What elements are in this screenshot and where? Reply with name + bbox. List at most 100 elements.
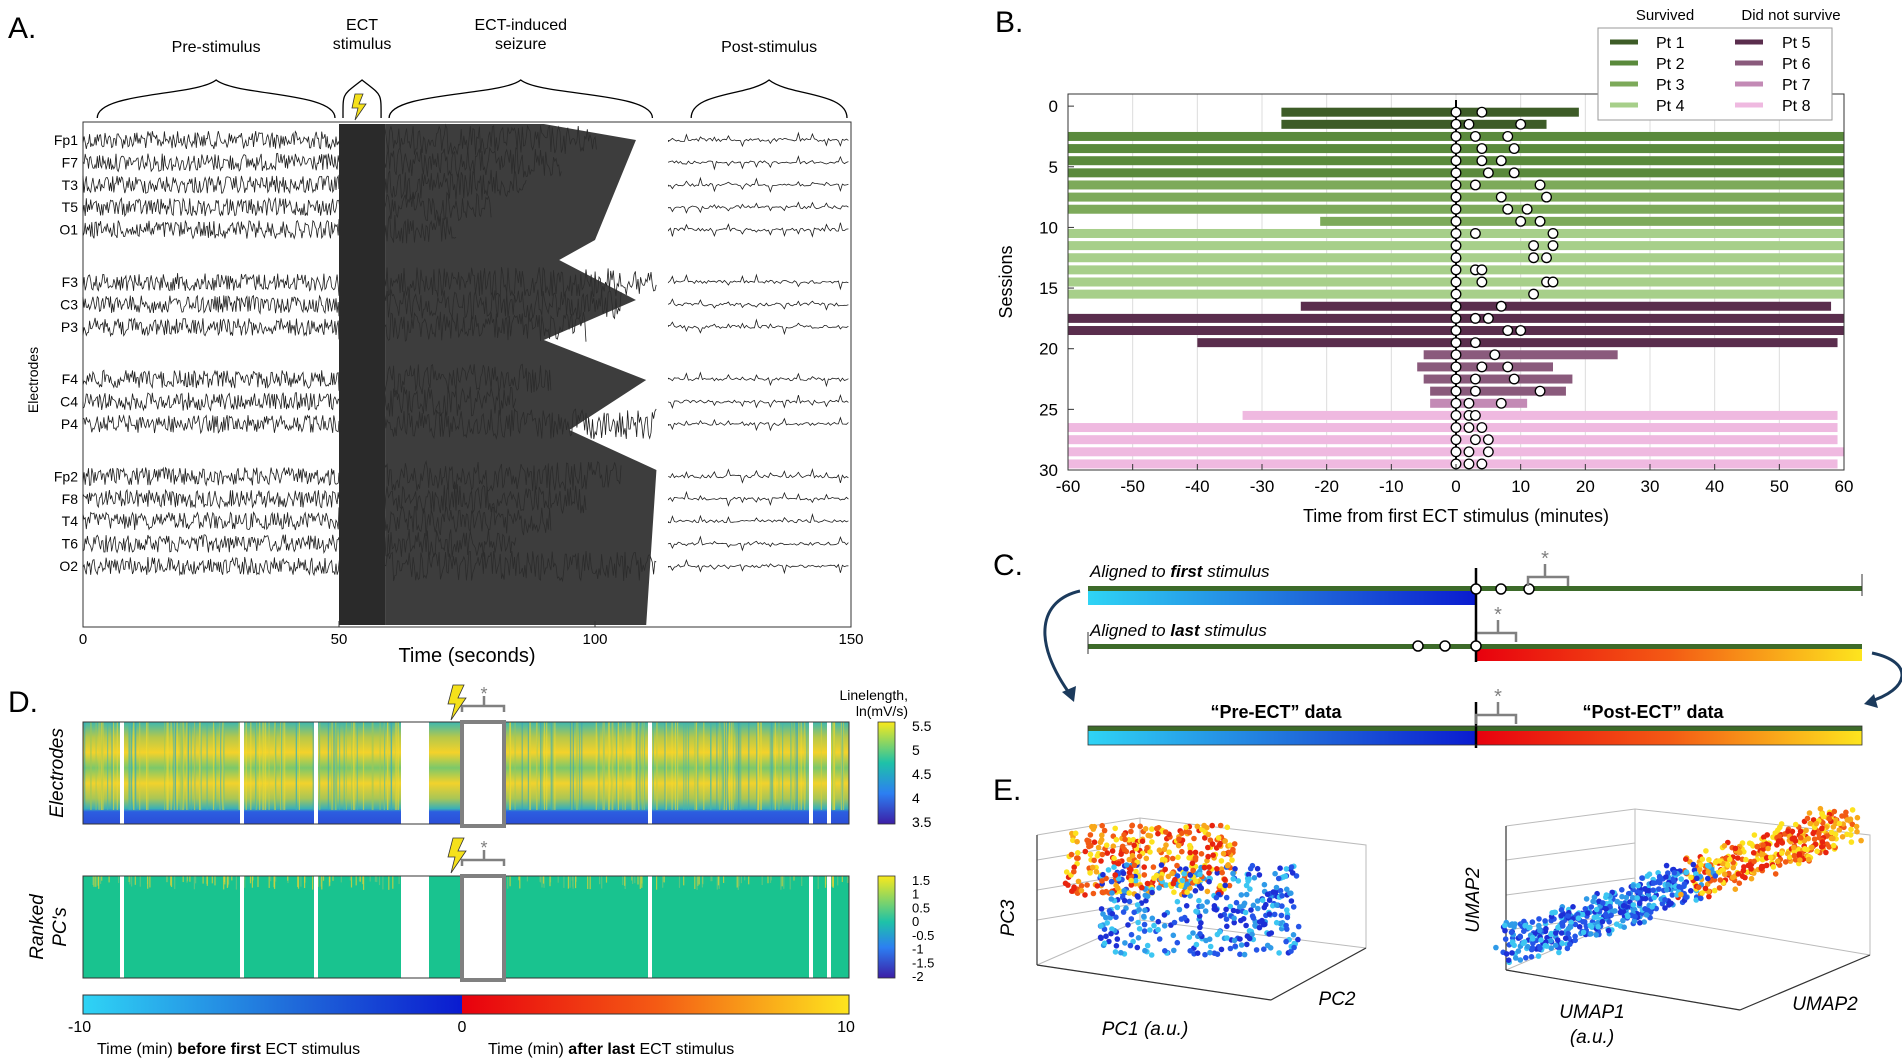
pca-point-389 (1133, 868, 1139, 875)
session-marker-14-0 (1450, 276, 1462, 288)
pca-point-433 (1063, 869, 1070, 875)
period-brace-2 (388, 79, 654, 119)
umap-point-332 (1656, 886, 1662, 892)
electrode-streak-202 (84, 722, 86, 810)
session-marker-29-1 (1463, 458, 1475, 470)
eeg-axes-box (82, 121, 852, 628)
pc-streak-132 (846, 876, 849, 884)
session-marker-26-2 (1476, 422, 1488, 433)
pca-point-402 (1255, 905, 1261, 912)
colorbar-pc (877, 875, 896, 979)
pc-streak-120 (711, 876, 713, 882)
pc-streak-166 (231, 876, 233, 881)
pc-streak-177 (329, 876, 331, 886)
umap-point-107 (1824, 841, 1830, 847)
pca-point-536 (1162, 866, 1168, 873)
umap-point-274 (1848, 839, 1855, 845)
first-row-post-line (1476, 586, 1862, 591)
umap-point-751 (1637, 920, 1643, 926)
electrode-heatmap-gaps (120, 722, 831, 824)
electrode-streak-5 (732, 722, 734, 810)
pca-point-37 (1235, 908, 1241, 914)
pca-point-516 (1154, 825, 1160, 832)
umap-point-730 (1529, 936, 1536, 942)
electrode-streak-54 (220, 722, 222, 810)
umap-point-469 (1582, 906, 1589, 912)
pca-point-236 (1192, 888, 1199, 894)
pc-streak-76 (656, 876, 658, 890)
pc-streak-0 (388, 876, 390, 890)
pca-point-212 (1179, 848, 1185, 855)
panel-e-letter: E. (993, 774, 1021, 807)
electrode-streak-22 (332, 722, 334, 810)
umap-point-697 (1524, 943, 1531, 950)
umap-point-726 (1593, 906, 1600, 913)
eeg-post-trace-t5 (667, 201, 849, 214)
pc-streak-87 (738, 876, 740, 887)
pc-streak-135 (147, 876, 149, 889)
panel-a: A. Pre-stimulus ECT stimulus ECT-induced sei… (8, 12, 864, 667)
pca-point-494 (1125, 922, 1131, 928)
umap-point-750 (1575, 915, 1582, 921)
pc-streak-14 (195, 876, 197, 884)
umap-point-692 (1512, 921, 1518, 927)
pca-point-306 (1284, 914, 1291, 921)
pre-ect-green-strip (1088, 726, 1476, 731)
electrode-streak-42 (772, 722, 774, 810)
pca-point-637 (1230, 876, 1236, 882)
umap-point-754 (1630, 902, 1637, 908)
umap-point-742 (1662, 905, 1668, 911)
legend-label-pt7: Pt 7 (1782, 77, 1811, 94)
session-marker-3-0 (1450, 143, 1462, 155)
pca-point-614 (1201, 864, 1208, 871)
pca-point-225 (1098, 906, 1105, 912)
electrode-streak-197 (807, 722, 809, 810)
pca-point-683 (1120, 870, 1127, 877)
pc-streak-152 (382, 876, 384, 890)
pca-point-16 (1244, 941, 1250, 948)
eeg-post-trace-t6 (667, 535, 849, 552)
electrode-streak-168 (353, 722, 355, 810)
session-marker-5-2 (1508, 167, 1520, 179)
pc-streak-99 (557, 876, 559, 883)
sessions-xtick--40: -40 (1185, 477, 1210, 496)
pc-streak-124 (824, 876, 827, 888)
umap-point-337 (1572, 921, 1579, 928)
pca-point-645 (1170, 880, 1177, 887)
pca-point-422 (1178, 883, 1184, 889)
cbar1-tick-3: 4 (912, 790, 920, 806)
session-marker-2-0 (1450, 131, 1462, 142)
electrode-streak-209 (633, 722, 635, 810)
electrode-streak-17 (173, 722, 175, 810)
electrode-label-t4: T4 (62, 513, 79, 529)
umap-point-439 (1849, 807, 1856, 813)
umap-point-380 (1730, 864, 1736, 871)
electrode-streak-255 (274, 722, 276, 810)
eeg-post-trace-f4 (667, 371, 849, 388)
sessions-xtick-40: 40 (1705, 477, 1724, 496)
post-ect-green-strip (1476, 726, 1862, 731)
umap-point-426 (1639, 875, 1645, 881)
umap-point-770 (1634, 895, 1640, 901)
electrode-streak-220 (697, 722, 699, 810)
pre-ect-gradient (1088, 731, 1476, 745)
pca-point-674 (1093, 869, 1100, 875)
pca-point-478 (1112, 949, 1119, 955)
electrode-streak-126 (111, 722, 113, 810)
electrode-streak-129 (729, 722, 731, 810)
pca-point-438 (1206, 878, 1212, 885)
last-row-post-gradient (1476, 649, 1862, 661)
period-labels: Pre-stimulus ECT stimulus ECT-induced seizur… (172, 17, 817, 56)
pc-streak-159 (226, 876, 228, 888)
session-marker-13-2 (1476, 264, 1488, 276)
electrode-streak-21 (540, 722, 542, 810)
pc-streak-192 (624, 876, 626, 886)
umap-point-643 (1705, 875, 1711, 882)
umap-point-203 (1831, 808, 1838, 815)
pc-streak-59 (637, 876, 639, 885)
umap-point-601 (1558, 930, 1565, 936)
electrode-streak-211 (793, 722, 795, 810)
electrode-streak-222 (656, 722, 658, 810)
electrode-label-c3: C3 (60, 296, 78, 312)
pca-point-583 (1246, 876, 1252, 882)
